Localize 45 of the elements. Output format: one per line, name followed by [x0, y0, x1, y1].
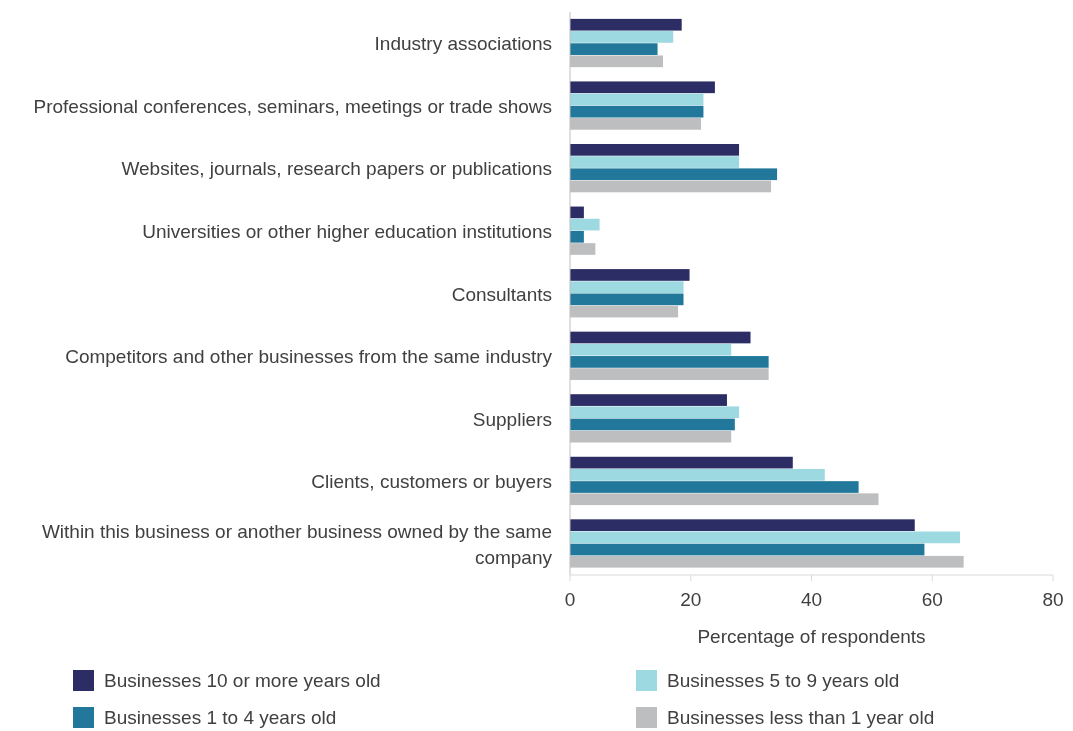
legend-label: Businesses 5 to 9 years old — [667, 670, 900, 691]
bar — [570, 293, 684, 306]
bar — [570, 331, 751, 344]
x-tick-label: 40 — [800, 589, 823, 610]
y-tick-label: Clients, customers or buyers — [311, 471, 552, 493]
y-tick-label: Suppliers — [472, 408, 552, 430]
y-tick-label: Industry associations — [374, 33, 552, 55]
bar — [570, 406, 740, 419]
bar — [570, 356, 769, 368]
bar — [570, 105, 704, 118]
bar — [570, 93, 704, 106]
bar — [570, 218, 600, 231]
y-tick-label: Websites, journals, research papers or publications — [121, 158, 552, 180]
bar — [570, 531, 961, 544]
bar — [570, 343, 732, 356]
bar — [570, 269, 690, 281]
bar — [570, 481, 859, 493]
legend-label: Businesses 10 or more years old — [104, 670, 381, 691]
y-tick-label: Universities or other higher education institutions — [142, 220, 552, 242]
bar — [570, 156, 740, 168]
y-tick-label: Within this business or another business owned by the same company — [41, 520, 553, 568]
x-tick-label: 20 — [680, 589, 702, 610]
bar — [570, 31, 674, 43]
y-tick-label: Consultants — [451, 283, 552, 305]
bar — [570, 394, 727, 406]
x-tick-label: 60 — [921, 589, 943, 610]
bar — [570, 18, 682, 31]
bar — [570, 519, 915, 532]
bar — [570, 43, 658, 55]
legend-label: Businesses 1 to 4 years old — [104, 707, 337, 728]
bar — [570, 456, 793, 469]
y-tick-label: Professional conferences, seminars, meetings or trade shows — [33, 95, 552, 117]
bar — [570, 168, 778, 181]
x-tick-label: 80 — [1042, 589, 1064, 610]
bar — [570, 543, 925, 556]
bar — [570, 230, 584, 243]
bar — [570, 418, 735, 431]
x-axis-title: Percentage of respondents — [697, 626, 926, 647]
bar — [570, 81, 715, 94]
bar — [570, 281, 684, 293]
bar — [570, 143, 740, 156]
bar — [570, 468, 825, 481]
legend-label: Businesses less than 1 year old — [667, 707, 935, 728]
y-tick-label: Competitors and other businesses from the same industry — [65, 346, 553, 368]
x-tick-label: 0 — [564, 589, 576, 610]
